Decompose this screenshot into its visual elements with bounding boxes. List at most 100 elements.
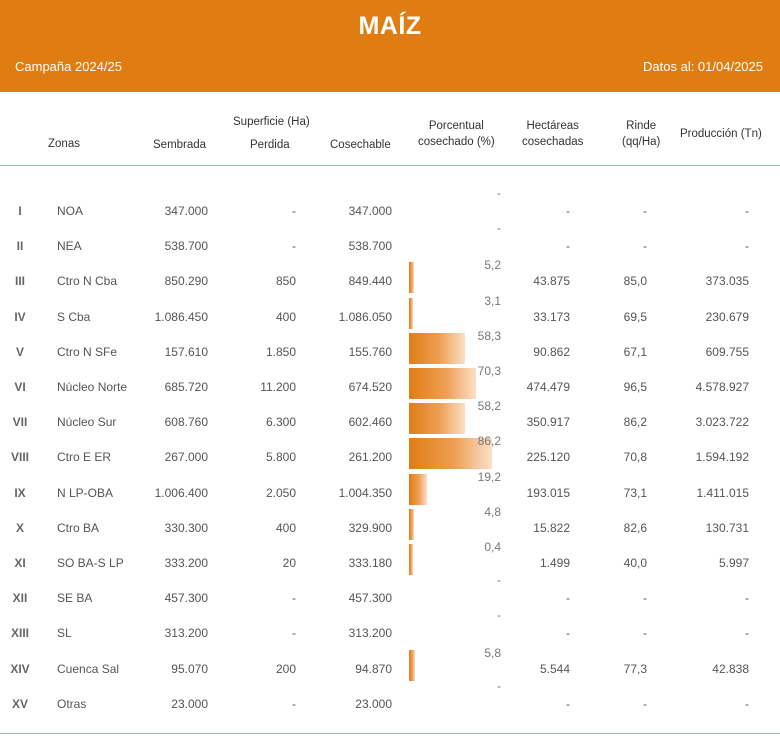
cosechable-value: 538.700 (348, 239, 392, 254)
hectareas-value: - (566, 591, 570, 606)
zone-number: IX (14, 485, 26, 500)
zone-name: Ctro BA (57, 520, 100, 535)
hectareas-value: - (566, 239, 570, 254)
zone-name: Cuenca Sal (57, 661, 120, 676)
table-row: I NOA 347.000 - 347.000 - - - - (0, 186, 780, 227)
cosechable-value: 94.870 (355, 661, 392, 676)
col-header-sembrada: Sembrada (153, 139, 207, 151)
cosechable-value: 347.000 (348, 204, 392, 218)
zone-number: III (14, 274, 25, 289)
harvest-percent-value: 70,3 (477, 364, 501, 378)
sembrada-value: 685.720 (164, 380, 208, 394)
zone-number: IV (14, 309, 26, 324)
sembrada-value: 457.300 (164, 591, 208, 606)
header-banner: MAÍZ Campaña 2024/25 Datos al: 01/04/202… (0, 0, 780, 92)
col-header-produccion: Producción (Tn) (680, 128, 762, 140)
sembrada-value: 850.290 (164, 274, 208, 289)
rinde-value: - (643, 204, 647, 218)
harvest-percent-bar (409, 297, 413, 329)
produccion-value: 609.755 (705, 344, 749, 359)
rinde-value: 70,8 (623, 450, 647, 465)
col-header-hectareas: Hectáreas cosechadas (522, 118, 583, 150)
perdida-value: 11.200 (260, 380, 296, 394)
zone-number: VI (14, 380, 26, 394)
col-header-rinde-line2: (qq/Ha) (622, 136, 661, 148)
produccion-value: 4.578.927 (695, 380, 749, 394)
perdida-value: 400 (275, 309, 296, 324)
harvest-percent-bar (409, 262, 414, 294)
hectareas-value: 193.015 (526, 485, 570, 500)
cosechable-value: 261.200 (348, 450, 392, 465)
col-header-hectareas-line1: Hectáreas (526, 120, 579, 132)
rinde-value: - (643, 239, 647, 254)
hectareas-value: 90.862 (533, 344, 570, 359)
sembrada-value: 157.610 (164, 344, 208, 359)
data-date-label: Datos al: 01/04/2025 (643, 59, 763, 74)
zone-number: XI (14, 556, 26, 570)
produccion-value: 3.023.722 (695, 415, 749, 430)
sembrada-value: 330.300 (164, 520, 208, 535)
zone-name: Núcleo Sur (57, 415, 117, 430)
produccion-value: 130.731 (705, 520, 749, 535)
zone-name: Ctro E ER (57, 450, 112, 465)
zone-number: VIII (10, 450, 29, 465)
cosechable-value: 457.300 (348, 591, 392, 606)
harvest-percent-value: 5,8 (484, 645, 501, 660)
campaign-label: Campaña 2024/25 (15, 59, 122, 74)
harvest-percent-value: 5,2 (484, 258, 501, 273)
hectareas-value: 5.544 (539, 661, 570, 676)
zone-name: Ctro N SFe (57, 344, 118, 359)
harvest-percent-value: 0,4 (484, 540, 501, 554)
zone-name: NOA (57, 204, 84, 218)
rinde-value: 40,0 (623, 556, 647, 570)
sembrada-value: 1.006.400 (154, 485, 208, 500)
zone-number: II (16, 239, 24, 254)
harvest-percent-bar (409, 368, 477, 399)
zone-number: XII (12, 591, 28, 606)
sembrada-value: 23.000 (171, 696, 208, 711)
zone-number: X (15, 520, 24, 535)
zone-number: VII (12, 415, 28, 430)
rinde-value: 67,1 (623, 344, 647, 359)
zone-name: NEA (57, 239, 82, 254)
rinde-value: - (643, 696, 647, 711)
header-divider (0, 165, 780, 166)
harvest-percent-value: 4,8 (484, 504, 501, 519)
hectareas-value: 474.479 (526, 380, 570, 394)
perdida-value: 400 (275, 520, 296, 535)
table-row: XIV Cuenca Sal 95.070 200 94.870 5,8 5.544 77,3… (0, 646, 780, 685)
harvest-percent-value: 19,2 (477, 469, 501, 484)
cosechable-value: 602.460 (348, 415, 392, 430)
harvest-percent-bar (409, 544, 413, 575)
zone-number: XV (11, 696, 28, 711)
produccion-value: 1.594.192 (695, 450, 749, 465)
hectareas-value: 225.120 (526, 450, 570, 465)
harvest-percent-value: - (497, 186, 501, 200)
table-row: IX N LP-OBA 1.006.400 2.050 1.004.350 19,2 193… (0, 470, 780, 509)
cosechable-value: 333.180 (348, 556, 392, 570)
harvest-percent-bar (409, 649, 415, 681)
produccion-value: - (745, 204, 749, 218)
rinde-value: 96,5 (623, 380, 647, 394)
zone-number: I (18, 204, 22, 218)
col-header-superficie: Superficie (Ha) (233, 116, 310, 128)
table-row: VI Núcleo Norte 685.720 11.200 674.520 70,3 47… (0, 364, 780, 403)
harvest-percent-value: - (497, 221, 501, 236)
hectareas-value: - (566, 696, 570, 711)
col-header-porcentual-line1: Porcentual (428, 120, 484, 132)
table-row: XV Otras 23.000 - 23.000 - - - - (0, 679, 780, 720)
cosechable-value: 23.000 (355, 696, 392, 711)
rinde-value: 86,2 (623, 415, 647, 430)
perdida-value: 20 (282, 556, 296, 570)
harvest-percent-bar (409, 508, 414, 540)
perdida-value: 2.050 (265, 485, 296, 500)
zone-name: SE BA (57, 591, 93, 606)
harvest-percent-value: 3,1 (484, 293, 501, 308)
cosechable-value: 1.086.050 (338, 309, 392, 324)
col-header-hectareas-line2: cosechadas (522, 136, 584, 148)
perdida-value: - (292, 204, 296, 218)
table-row: XIII SL 313.200 - 313.200 - - - - (0, 608, 780, 649)
harvest-percent-bar (409, 403, 465, 435)
sembrada-value: 1.086.450 (154, 309, 208, 324)
perdida-value: - (292, 696, 296, 711)
